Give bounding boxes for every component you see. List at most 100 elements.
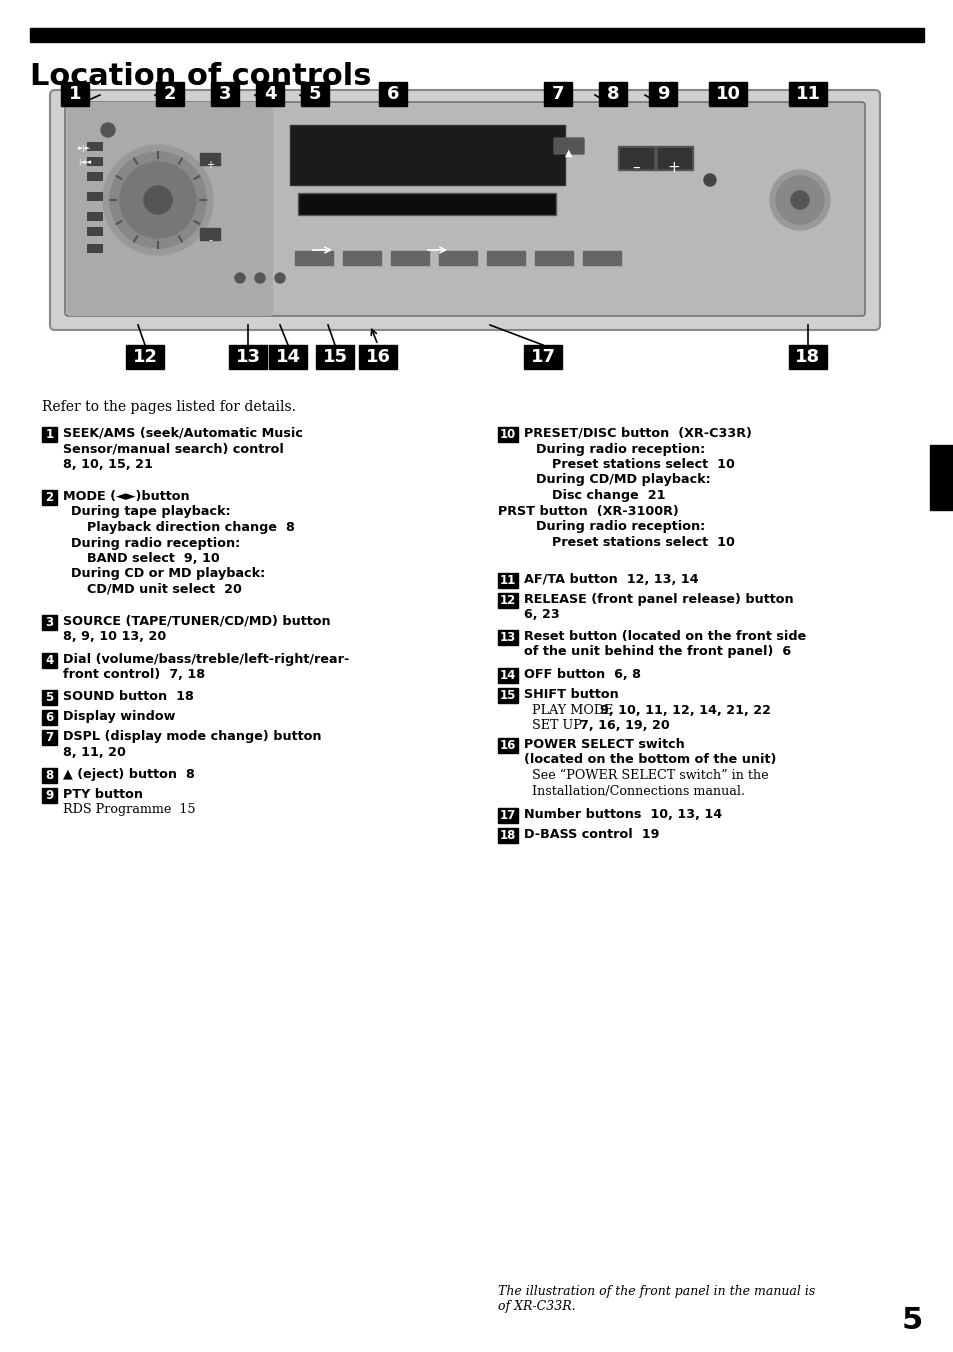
Bar xyxy=(497,827,517,844)
Text: SHIFT button: SHIFT button xyxy=(523,688,618,700)
Circle shape xyxy=(110,151,206,247)
Bar xyxy=(497,573,517,588)
Bar xyxy=(543,82,572,105)
Text: Display window: Display window xyxy=(63,710,175,723)
Bar xyxy=(497,738,517,753)
Text: 13: 13 xyxy=(499,631,516,644)
Bar xyxy=(497,688,517,703)
Bar xyxy=(294,251,333,265)
Text: ▲ (eject) button  8: ▲ (eject) button 8 xyxy=(63,768,194,781)
Text: AF/TA button  12, 13, 14: AF/TA button 12, 13, 14 xyxy=(523,573,698,585)
Circle shape xyxy=(144,187,172,214)
Text: 18: 18 xyxy=(499,829,516,842)
Text: 17: 17 xyxy=(499,808,516,822)
Text: +: + xyxy=(667,160,679,174)
Text: During CD or MD playback:: During CD or MD playback: xyxy=(71,568,265,580)
Bar xyxy=(87,172,103,181)
Text: 5: 5 xyxy=(901,1306,922,1334)
Text: 10: 10 xyxy=(499,429,516,441)
Bar xyxy=(929,445,953,510)
Text: See “POWER SELECT switch” in the: See “POWER SELECT switch” in the xyxy=(532,769,768,781)
Bar xyxy=(87,157,103,166)
Text: 8, 11, 20: 8, 11, 20 xyxy=(63,745,126,758)
Text: 17: 17 xyxy=(530,347,555,366)
Text: 1: 1 xyxy=(69,85,81,103)
Text: D-BASS control  19: D-BASS control 19 xyxy=(523,827,659,841)
Bar xyxy=(582,251,620,265)
Text: SEEK/AMS (seek/Automatic Music: SEEK/AMS (seek/Automatic Music xyxy=(63,427,302,439)
Text: 16: 16 xyxy=(499,740,516,752)
Bar xyxy=(42,653,57,668)
Bar xyxy=(42,730,57,745)
Text: PTY button: PTY button xyxy=(63,788,143,800)
Circle shape xyxy=(775,176,823,224)
Circle shape xyxy=(101,123,115,137)
Bar xyxy=(87,243,103,253)
Text: Disc change  21: Disc change 21 xyxy=(552,489,665,502)
Bar xyxy=(290,124,564,185)
Text: Playback direction change  8: Playback direction change 8 xyxy=(87,521,294,534)
Text: 8: 8 xyxy=(606,85,618,103)
Bar xyxy=(42,427,57,442)
Text: (located on the bottom of the unit): (located on the bottom of the unit) xyxy=(523,753,776,767)
Circle shape xyxy=(769,170,829,230)
Text: 16: 16 xyxy=(365,347,390,366)
Circle shape xyxy=(120,162,195,238)
Text: PRESET/DISC button  (XR-C33R): PRESET/DISC button (XR-C33R) xyxy=(523,427,751,439)
Text: +: + xyxy=(206,160,213,170)
Text: Preset stations select  10: Preset stations select 10 xyxy=(552,535,734,549)
Bar xyxy=(30,28,923,42)
Bar xyxy=(42,615,57,630)
Text: 12: 12 xyxy=(499,594,516,607)
Bar xyxy=(378,82,407,105)
Text: 5: 5 xyxy=(46,691,53,704)
Text: 11: 11 xyxy=(499,575,516,587)
Text: 3: 3 xyxy=(218,85,231,103)
Circle shape xyxy=(234,273,245,283)
Bar xyxy=(708,82,746,105)
Text: |◄◄: |◄◄ xyxy=(78,160,91,166)
Text: During tape playback:: During tape playback: xyxy=(71,506,231,519)
Text: CD/MD unit select  20: CD/MD unit select 20 xyxy=(87,583,242,596)
Bar xyxy=(497,630,517,645)
Bar xyxy=(87,227,103,237)
Text: 8, 10, 15, 21: 8, 10, 15, 21 xyxy=(63,458,152,470)
Bar xyxy=(486,251,524,265)
Bar xyxy=(42,788,57,803)
Text: SET UP: SET UP xyxy=(532,719,589,731)
Text: –: – xyxy=(632,160,639,174)
Text: PRST button  (XR-3100R): PRST button (XR-3100R) xyxy=(497,504,678,518)
Text: POWER SELECT switch: POWER SELECT switch xyxy=(523,738,684,750)
Bar xyxy=(497,594,517,608)
Text: -: - xyxy=(208,235,212,245)
Bar xyxy=(535,251,573,265)
Bar xyxy=(42,710,57,725)
Bar xyxy=(391,251,429,265)
Text: OFF button  6, 8: OFF button 6, 8 xyxy=(523,668,640,681)
Text: 10: 10 xyxy=(715,85,740,103)
Text: 8: 8 xyxy=(46,769,53,781)
Text: RELEASE (front panel release) button: RELEASE (front panel release) button xyxy=(523,594,793,606)
Text: 3: 3 xyxy=(46,617,53,629)
Bar xyxy=(61,82,89,105)
Text: PLAY MODE: PLAY MODE xyxy=(532,703,620,717)
Bar xyxy=(523,345,561,369)
Bar xyxy=(42,489,57,506)
Text: ▲: ▲ xyxy=(565,147,572,158)
Text: Reset button (located on the front side: Reset button (located on the front side xyxy=(523,630,805,644)
Text: 6: 6 xyxy=(386,85,399,103)
Bar xyxy=(255,82,284,105)
Text: 15: 15 xyxy=(322,347,347,366)
Text: Number buttons  10, 13, 14: Number buttons 10, 13, 14 xyxy=(523,808,721,821)
Bar xyxy=(126,345,164,369)
Bar xyxy=(343,251,380,265)
FancyBboxPatch shape xyxy=(554,138,583,154)
Bar xyxy=(315,345,354,369)
Text: of the unit behind the front panel)  6: of the unit behind the front panel) 6 xyxy=(523,645,790,658)
Bar xyxy=(42,690,57,704)
Text: Refer to the pages listed for details.: Refer to the pages listed for details. xyxy=(42,400,295,414)
Bar xyxy=(156,82,184,105)
Bar xyxy=(200,228,220,241)
Bar xyxy=(87,142,103,151)
Text: 1: 1 xyxy=(46,429,53,441)
